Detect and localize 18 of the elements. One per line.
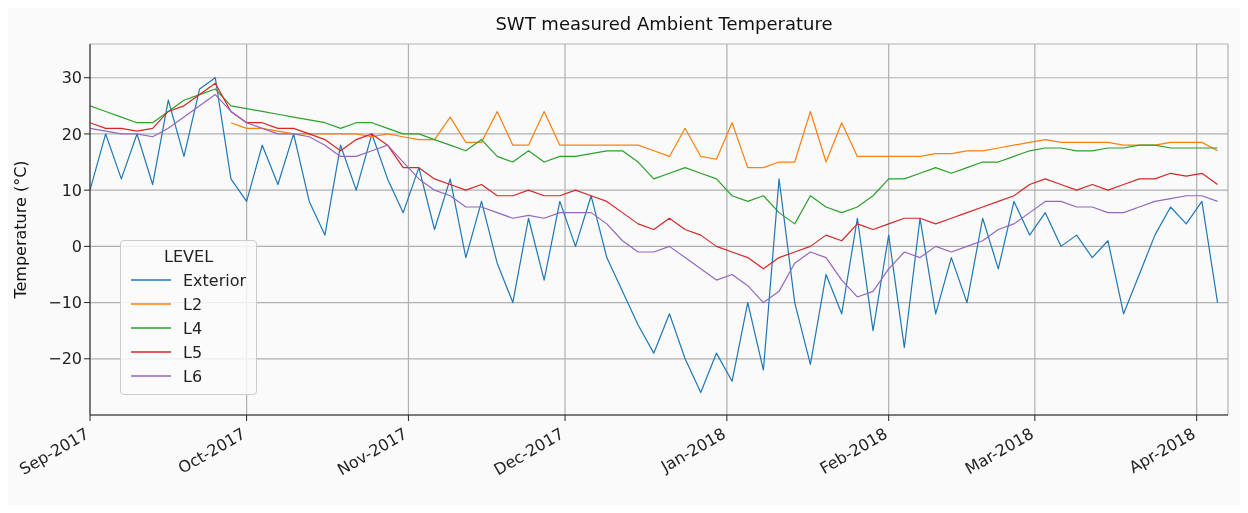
- line-series: [90, 82, 1219, 270]
- y-tick-label: −20: [48, 349, 82, 369]
- legend-label: L6: [183, 366, 203, 386]
- legend-label: L2: [183, 294, 203, 314]
- y-tick-label: 30: [61, 68, 82, 88]
- legend-label: Exterior: [183, 270, 247, 290]
- line-series: [90, 77, 1219, 394]
- line-series: [90, 88, 1219, 225]
- y-tick-label: 10: [61, 180, 82, 200]
- y-axis-title: Temperature (°C): [10, 160, 30, 300]
- legend-title: LEVEL: [163, 247, 215, 266]
- legend-label: L4: [183, 318, 203, 338]
- legend-label: L5: [183, 342, 203, 362]
- line-series: [230, 110, 1219, 169]
- y-tick-label: −10: [48, 293, 82, 313]
- y-tick-label: 0: [71, 237, 82, 257]
- chart-title: SWT measured Ambient Temperature: [495, 13, 833, 34]
- y-tick-label: 20: [61, 124, 82, 144]
